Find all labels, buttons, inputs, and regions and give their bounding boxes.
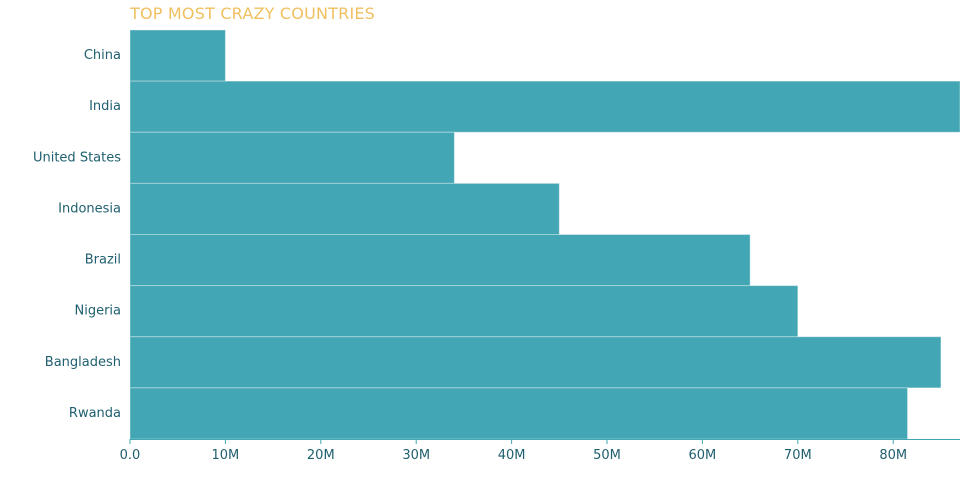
x-tick-label: 80M [879, 448, 907, 463]
bar-india [129, 80, 960, 133]
bar-indonesia [129, 182, 560, 235]
bar-nigeria [129, 285, 799, 338]
x-tick-label: 60M [689, 448, 717, 463]
x-tick-label: 10M [212, 448, 240, 463]
bars-group [129, 29, 960, 440]
x-tick-label: 40M [498, 448, 526, 463]
category-label: Brazil [85, 253, 121, 268]
category-label: Bangladesh [45, 355, 121, 370]
category-labels: China India United States Indonesia Brazil Ni… [33, 48, 121, 421]
x-tick-label: 50M [593, 448, 621, 463]
bar-united-states [129, 131, 455, 184]
bar-brazil [129, 234, 751, 287]
category-label: Nigeria [74, 304, 121, 319]
category-label: India [89, 99, 121, 114]
x-tick-label: 0.0 [120, 448, 141, 463]
bar-bangladesh [129, 336, 942, 389]
bar-rwanda [129, 387, 909, 440]
category-label: United States [33, 150, 121, 165]
chart-title: TOP MOST CRAZY COUNTRIES [130, 4, 376, 23]
bar-china [129, 29, 226, 82]
category-label: Rwanda [69, 406, 121, 421]
x-tick-label: 70M [784, 448, 812, 463]
x-tick-label: 30M [402, 448, 430, 463]
category-label: China [84, 48, 121, 63]
x-axis-ticks: 0.0 10M 20M 30M 40M 50M 60M 70M 80M [120, 439, 907, 463]
x-tick-label: 20M [307, 448, 335, 463]
category-label: Indonesia [58, 201, 121, 216]
